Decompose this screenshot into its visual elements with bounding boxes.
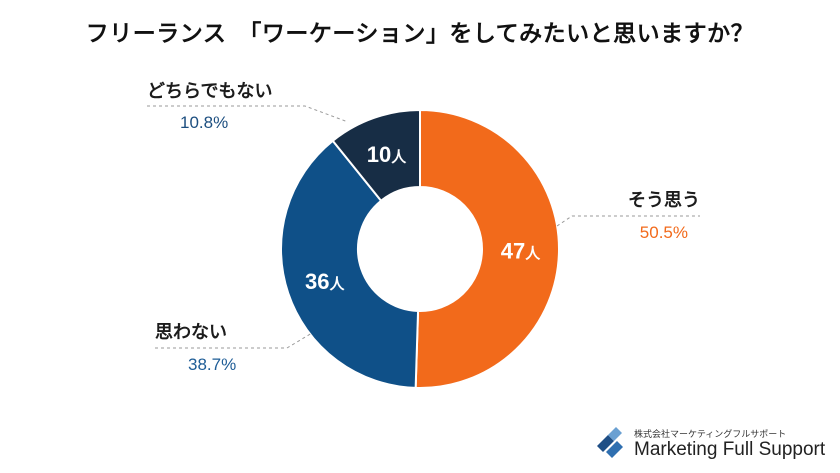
logo-brand-name: Marketing Full Support bbox=[634, 439, 826, 460]
company-logo: 株式会社マーケティングフルサポート Marketing Full Support bbox=[594, 420, 834, 468]
leader-line bbox=[556, 215, 700, 227]
category-label: そう思う bbox=[628, 190, 700, 211]
category-label: どちらでもない bbox=[147, 81, 272, 102]
percent-label: 50.5% bbox=[640, 223, 688, 242]
slice-count-label: 10人 bbox=[367, 142, 407, 167]
slice-count-label: 47人 bbox=[501, 239, 541, 264]
donut-slice-0 bbox=[414, 108, 560, 389]
percent-label: 10.8% bbox=[180, 113, 228, 132]
leader-line bbox=[155, 332, 313, 349]
logo-company-name: 株式会社マーケティングフルサポート bbox=[634, 430, 787, 440]
percent-label: 38.7% bbox=[188, 355, 236, 374]
leader-line bbox=[147, 105, 349, 123]
slice-count-label: 36人 bbox=[305, 269, 345, 294]
donut-slice-1 bbox=[280, 139, 420, 389]
category-label: 思わない bbox=[155, 322, 227, 343]
chart-title: フリーランス 「ワーケーション」をしてみたいと思いますか？ bbox=[85, 21, 755, 47]
donut-slice-2 bbox=[331, 108, 421, 203]
logo-mark-icon bbox=[597, 427, 623, 458]
